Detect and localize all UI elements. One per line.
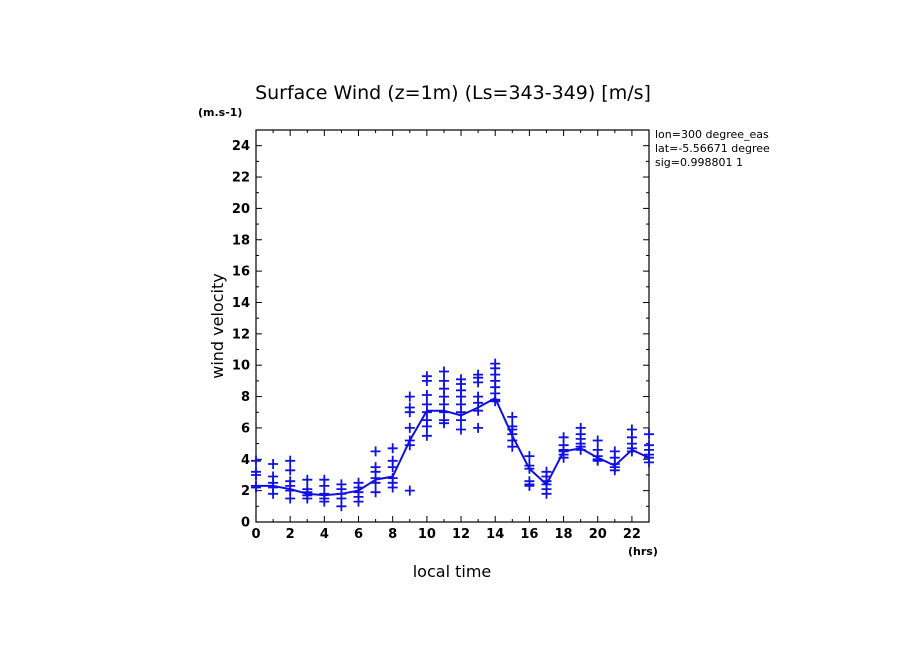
plus-marker — [387, 462, 398, 473]
plus-marker — [524, 451, 535, 462]
x-axis-ticks: 0 2 4 6 8 10 12 14 16 18 20 22 — [251, 130, 650, 542]
plus-marker — [490, 396, 501, 407]
x-tick-label: 4 — [320, 527, 329, 542]
plus-marker — [507, 411, 518, 422]
plus-marker — [473, 377, 484, 388]
y-tick-label: 20 — [232, 202, 250, 217]
plus-marker — [404, 422, 415, 433]
y-tick-label: 2 — [241, 484, 250, 499]
info-line-sig: sig=0.998801 1 — [655, 156, 743, 169]
plus-marker — [302, 474, 313, 485]
plus-marker — [370, 477, 381, 488]
x-axis-label: local time — [413, 562, 492, 581]
y-tick-label: 18 — [232, 233, 250, 248]
plus-marker — [644, 457, 654, 468]
plus-marker — [421, 375, 432, 386]
plus-marker — [285, 465, 296, 476]
mean-line-path — [256, 396, 650, 497]
wind-sample-markers — [251, 358, 654, 512]
plus-marker — [592, 455, 603, 466]
plus-marker — [285, 455, 296, 466]
x-tick-label: 16 — [520, 527, 538, 542]
plus-marker — [524, 480, 535, 491]
plus-marker — [421, 421, 432, 432]
plus-marker — [353, 496, 364, 507]
y-tick-label: 16 — [232, 265, 250, 280]
x-tick-label: 2 — [286, 527, 295, 542]
plus-marker — [439, 418, 449, 429]
plus-marker — [387, 482, 398, 493]
x-unit-label: (hrs) — [628, 545, 658, 558]
plus-marker — [404, 440, 415, 451]
info-line-lat: lat=-5.56671 degree — [655, 142, 770, 155]
x-tick-label: 8 — [388, 527, 397, 542]
plus-marker — [609, 465, 620, 476]
y-axis-label: wind velocity — [208, 273, 227, 378]
info-line-lon: lon=300 degree_eas — [655, 128, 769, 141]
x-tick-label: 10 — [418, 527, 436, 542]
x-tick-label: 6 — [354, 527, 363, 542]
plus-marker — [524, 463, 535, 474]
plus-marker — [456, 424, 466, 435]
x-tick-label: 20 — [589, 527, 607, 542]
y-tick-label: 6 — [241, 421, 250, 436]
y-tick-label: 10 — [232, 359, 250, 374]
plus-marker — [319, 496, 330, 507]
plus-marker — [541, 488, 552, 499]
mean-wind-line — [256, 396, 650, 497]
plus-marker — [404, 407, 415, 418]
x-tick-label: 14 — [486, 527, 504, 542]
plus-marker — [370, 446, 381, 457]
x-tick-label: 18 — [555, 527, 573, 542]
plus-marker — [507, 441, 518, 452]
plus-marker — [421, 390, 432, 400]
x-tick-label: 22 — [623, 527, 641, 542]
y-tick-label: 22 — [232, 171, 250, 186]
plus-marker — [404, 391, 415, 402]
plus-marker — [473, 405, 484, 416]
plus-marker — [370, 487, 381, 498]
plus-marker — [558, 452, 569, 463]
y-tick-label: 12 — [232, 327, 250, 342]
plus-marker — [302, 493, 313, 504]
plus-marker — [421, 430, 432, 441]
plus-marker — [644, 429, 654, 440]
plot-frame — [255, 129, 650, 523]
y-tick-label: 14 — [232, 296, 250, 311]
y-tick-label: 24 — [232, 139, 250, 154]
plus-marker — [251, 482, 261, 493]
plus-marker — [336, 501, 347, 512]
x-tick-label: 12 — [452, 527, 470, 542]
plus-marker — [473, 422, 484, 433]
plus-marker — [404, 485, 415, 496]
plus-marker — [626, 446, 637, 457]
y-unit-label: (m.s-1) — [198, 106, 242, 119]
plus-marker — [387, 443, 398, 454]
y-tick-label: 4 — [241, 453, 250, 468]
plus-marker — [575, 444, 586, 455]
y-tick-label: 8 — [241, 390, 250, 405]
plus-marker — [268, 488, 279, 499]
plus-marker — [268, 459, 279, 469]
x-tick-label: 0 — [251, 527, 260, 542]
plus-marker — [251, 455, 261, 466]
chart-title: Surface Wind (z=1m) (Ls=343-349) [m/s] — [255, 82, 651, 104]
plus-marker — [439, 366, 449, 377]
plus-marker — [285, 493, 296, 504]
plus-marker — [456, 415, 466, 426]
plus-marker — [251, 470, 261, 480]
y-tick-label: 0 — [241, 516, 250, 531]
plus-marker — [592, 435, 603, 446]
